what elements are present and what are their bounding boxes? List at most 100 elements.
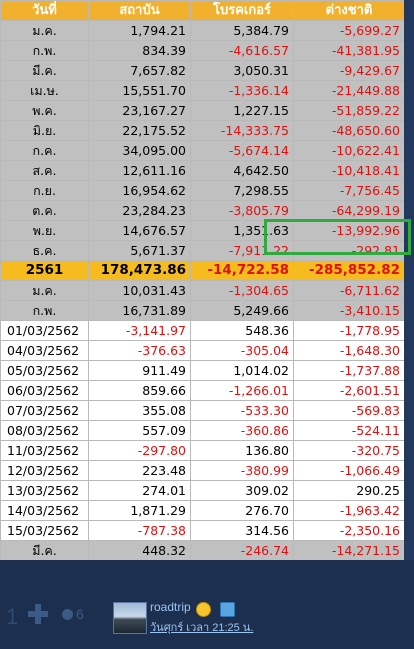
month-row: ธ.ค. 5,671.37 -7,911.22 -292.81 xyxy=(0,240,405,261)
scrollbar-track[interactable] xyxy=(404,0,414,560)
broker-cell: 548.36 xyxy=(190,320,294,341)
foreign-cell: -320.75 xyxy=(293,440,405,461)
daily-row: 05/03/2562 911.49 1,014.02 -1,737.88 xyxy=(0,360,405,381)
foreign-cell: -5,699.27 xyxy=(293,20,405,41)
date-cell: ส.ค. xyxy=(0,160,89,181)
institution-cell: 15,551.70 xyxy=(88,80,191,101)
month-row: มี.ค. 7,657.82 3,050.31 -9,429.67 xyxy=(0,60,405,81)
month-row: ม.ค. 1,794.21 5,384.79 -5,699.27 xyxy=(0,20,405,41)
investor-flow-table: วันที่ สถาบัน โบรคเกอร์ ต่างชาติ ม.ค. 1,7… xyxy=(0,0,405,581)
institution-cell: 34,095.00 xyxy=(88,140,191,161)
face-icon xyxy=(62,609,73,620)
date-cell: 01/03/2562 xyxy=(0,320,89,341)
date-cell: 05/03/2562 xyxy=(0,360,89,381)
broker-cell: -246.74 xyxy=(190,540,294,561)
broker-cell: -14,722.58 xyxy=(190,260,294,281)
month-row: ก.ย. 16,954.62 7,298.55 -7,756.45 xyxy=(0,180,405,201)
date-cell: ก.พ. xyxy=(0,300,89,321)
institution-cell: 859.66 xyxy=(88,380,191,401)
smile-icon xyxy=(196,602,211,617)
date-cell: 08/03/2562 xyxy=(0,420,89,441)
institution-cell: 23,284.23 xyxy=(88,200,191,221)
header-institution: สถาบัน xyxy=(88,0,191,21)
institution-cell: 448.32 xyxy=(88,540,191,561)
foreign-cell: -1,778.95 xyxy=(293,320,405,341)
foreign-cell: -3,410.15 xyxy=(293,300,405,321)
broker-cell: 7,298.55 xyxy=(190,180,294,201)
institution-cell: 12,611.16 xyxy=(88,160,191,181)
foreign-cell: -1,737.88 xyxy=(293,360,405,381)
month-row: ต.ค. 23,284.23 -3,805.79 -64,299.19 xyxy=(0,200,405,221)
month-row: มิ.ย. 22,175.52 -14,333.75 -48,650.60 xyxy=(0,120,405,141)
institution-cell: -3,141.97 xyxy=(88,320,191,341)
institution-cell: 5,671.37 xyxy=(88,240,191,261)
broker-cell: 4,642.50 xyxy=(190,160,294,181)
username-link[interactable]: roadtrip xyxy=(150,600,191,614)
date-cell: ก.พ. xyxy=(0,40,89,61)
institution-cell: 1,871.29 xyxy=(88,500,191,521)
date-cell: 2561 xyxy=(0,260,89,281)
date-cell: มิ.ย. xyxy=(0,120,89,141)
daily-row: 06/03/2562 859.66 -1,266.01 -2,601.51 xyxy=(0,380,405,401)
institution-cell: 911.49 xyxy=(88,360,191,381)
broker-cell: -1,336.14 xyxy=(190,80,294,101)
foreign-cell: -10,418.41 xyxy=(293,160,405,181)
date-cell: ม.ค. xyxy=(0,280,89,301)
foreign-cell: -21,449.88 xyxy=(293,80,405,101)
post-timestamp[interactable]: วันศุกร์ เวลา 21:25 น. xyxy=(150,622,254,634)
date-cell: ม.ค. xyxy=(0,20,89,41)
date-cell: มี.ค. xyxy=(0,60,89,81)
broker-cell: -14,333.75 xyxy=(190,120,294,141)
month-row: มี.ค. 448.32 -246.74 -14,271.15 xyxy=(0,540,405,561)
foreign-cell: -64,299.19 xyxy=(293,200,405,221)
institution-cell: 223.48 xyxy=(88,460,191,481)
date-cell: พ.ค. xyxy=(0,100,89,121)
broker-cell: 276.70 xyxy=(190,500,294,521)
foreign-cell: -285,852.82 xyxy=(293,260,405,281)
month-row: เม.ษ. 15,551.70 -1,336.14 -21,449.88 xyxy=(0,80,405,101)
date-cell: มี.ค. xyxy=(0,540,89,561)
broker-cell: 1,351.63 xyxy=(190,220,294,241)
institution-cell: 22,175.52 xyxy=(88,120,191,141)
foreign-cell: -1,066.49 xyxy=(293,460,405,481)
date-cell: 11/03/2562 xyxy=(0,440,89,461)
month-row: ก.พ. 834.39 -4,616.57 -41,381.95 xyxy=(0,40,405,61)
broker-cell: -533.30 xyxy=(190,400,294,421)
daily-row: 15/03/2562 -787.38 314.56 -2,350.16 xyxy=(0,520,405,541)
foreign-cell: -2,601.51 xyxy=(293,380,405,401)
post-number: 1 xyxy=(6,604,19,629)
foreign-cell: -2,350.16 xyxy=(293,520,405,541)
broker-cell: -7,911.22 xyxy=(190,240,294,261)
foreign-cell: -51,859.22 xyxy=(293,100,405,121)
avatar[interactable] xyxy=(113,602,147,634)
institution-cell: -376.63 xyxy=(88,340,191,361)
institution-cell: 16,954.62 xyxy=(88,180,191,201)
plus-icon[interactable] xyxy=(28,604,48,624)
broker-cell: -3,805.79 xyxy=(190,200,294,221)
broker-cell: -1,304.65 xyxy=(190,280,294,301)
daily-row: 14/03/2562 1,871.29 276.70 -1,963.42 xyxy=(0,500,405,521)
month-row: พ.ย. 14,676.57 1,351.63 -13,992.96 xyxy=(0,220,405,241)
institution-cell: -787.38 xyxy=(88,520,191,541)
broker-cell: 136.80 xyxy=(190,440,294,461)
broker-cell: 5,384.79 xyxy=(190,20,294,41)
institution-cell: 834.39 xyxy=(88,40,191,61)
header-date: วันที่ xyxy=(0,0,89,21)
foreign-cell: -10,622.41 xyxy=(293,140,405,161)
date-cell: 06/03/2562 xyxy=(0,380,89,401)
broker-cell: -305.04 xyxy=(190,340,294,361)
broker-cell: -4,616.57 xyxy=(190,40,294,61)
month-row: ก.ค. 34,095.00 -5,674.14 -10,622.41 xyxy=(0,140,405,161)
foreign-cell: -41,381.95 xyxy=(293,40,405,61)
month-row: ก.พ. 16,731.89 5,249.66 -3,410.15 xyxy=(0,300,405,321)
institution-cell: 16,731.89 xyxy=(88,300,191,321)
foreign-cell: -9,429.67 xyxy=(293,60,405,81)
foreign-cell: -292.81 xyxy=(293,240,405,261)
investor-flow-table-image: วันที่ สถาบัน โบรคเกอร์ ต่างชาติ ม.ค. 1,7… xyxy=(0,0,405,581)
date-cell: 07/03/2562 xyxy=(0,400,89,421)
post-footer: 1 6 roadtrip วันศุกร์ เวลา 21:25 น. xyxy=(0,560,414,649)
broker-cell: 309.02 xyxy=(190,480,294,501)
daily-row: 01/03/2562 -3,141.97 548.36 -1,778.95 xyxy=(0,320,405,341)
institution-cell: -297.80 xyxy=(88,440,191,461)
daily-row: 08/03/2562 557.09 -360.86 -524.11 xyxy=(0,420,405,441)
